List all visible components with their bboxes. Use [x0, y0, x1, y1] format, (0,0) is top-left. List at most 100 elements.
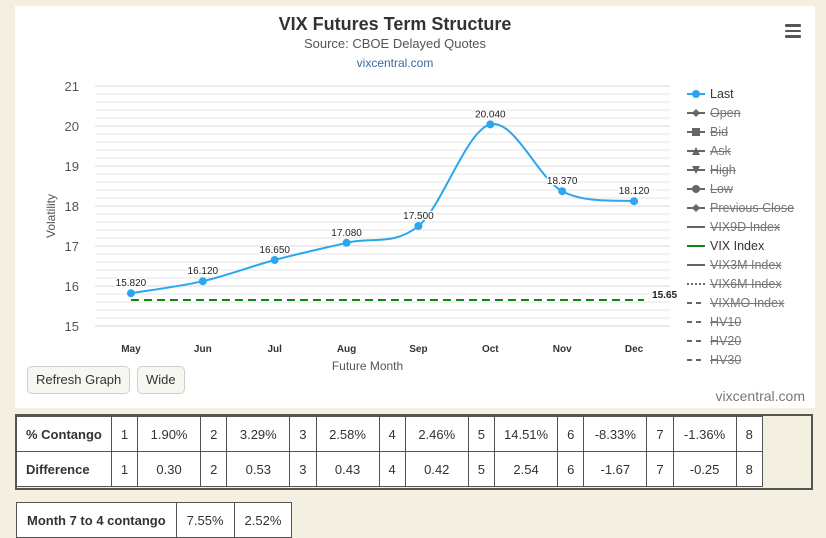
month-contango-table: Month 7 to 4 contango 7.55% 2.52%: [16, 502, 293, 538]
contango-table: % Contango 1 1.90% 2 3.29% 3 2.58% 4 2.46% 5 14.51…: [16, 416, 763, 487]
chart-panel: VIX Futures Term Structure Source: CBOE …: [15, 6, 815, 408]
last-data-point: [414, 222, 423, 230]
x-tick-label: Nov: [553, 344, 572, 355]
legend-item[interactable]: HV20: [687, 331, 815, 350]
legend-label: Open: [710, 105, 741, 120]
legend-item[interactable]: VIX6M Index: [687, 274, 815, 293]
y-tick-label: 17: [65, 239, 79, 254]
x-axis-title: Future Month: [332, 359, 403, 373]
legend-symbol-icon: [687, 358, 705, 361]
last-data-point: [630, 197, 639, 206]
x-tick-label: Dec: [625, 344, 644, 355]
table-cell: 2.46%: [404, 416, 469, 452]
legend-item[interactable]: VIX3M Index: [687, 255, 815, 274]
table-cell: 7.55%: [175, 502, 235, 538]
table-cell: -1.67: [583, 451, 648, 487]
last-data-label: 17.500: [403, 211, 434, 222]
vix-index-label: 15.65: [652, 290, 677, 301]
table-cell: 0.42: [404, 451, 469, 487]
x-tick-label: Jun: [194, 344, 212, 355]
last-data-label: 16.120: [188, 266, 219, 277]
x-tick-label: May: [121, 344, 141, 355]
legend-item[interactable]: VIXMO Index: [687, 293, 815, 312]
refresh-graph-button[interactable]: Refresh Graph: [27, 366, 131, 394]
wide-button[interactable]: Wide: [137, 366, 185, 394]
legend-symbol-icon: [687, 339, 705, 342]
table-cell: 6: [557, 416, 585, 452]
last-data-label: 16.650: [259, 245, 290, 256]
legend-symbol-icon: [687, 320, 705, 323]
legend-item[interactable]: Ask: [687, 141, 815, 160]
table-row: % Contango 1 1.90% 2 3.29% 3 2.58% 4 2.46% 5 14.51…: [16, 416, 763, 452]
y-tick-label: 18: [65, 199, 79, 214]
legend-symbol-icon: [687, 301, 705, 304]
legend-item[interactable]: VIX9D Index: [687, 217, 815, 236]
legend-item[interactable]: Last: [687, 84, 815, 103]
table-cell: 2: [200, 451, 228, 487]
legend-symbol-icon: [687, 146, 705, 155]
table-cell: 1.90%: [137, 416, 202, 452]
last-data-label: 18.370: [547, 176, 578, 187]
legend-symbol-icon: [687, 263, 705, 266]
legend-label: Previous Close: [710, 200, 795, 215]
table-cell: 5: [467, 416, 496, 452]
legend-item[interactable]: Previous Close: [687, 198, 815, 217]
table-cell: 5: [467, 451, 496, 487]
table-cell: 2: [200, 416, 228, 452]
x-tick-label: Aug: [337, 344, 356, 355]
x-tick-label: Oct: [482, 344, 499, 355]
last-data-label: 17.080: [331, 228, 362, 239]
last-data-label: 18.120: [619, 186, 650, 197]
table-cell: 2.54: [493, 451, 559, 487]
legend-label: VIX9D Index: [710, 219, 781, 234]
y-tick-label: 19: [65, 159, 79, 174]
legend-symbol-icon: [687, 127, 705, 136]
last-data-label: 20.040: [475, 109, 506, 120]
x-tick-label: Sep: [409, 344, 427, 355]
legend-symbol-icon: [687, 203, 705, 212]
table-cell: 7: [646, 451, 674, 487]
table-cell: 3.29%: [226, 416, 291, 452]
y-tick-label: 16: [65, 279, 79, 294]
chart-subtitle: Source: CBOE Delayed Quotes: [303, 36, 487, 51]
chart-legend: Last Open Bid Ask High Low Previous Close VIX9D…: [687, 84, 815, 369]
hamburger-menu-icon[interactable]: [785, 24, 801, 38]
last-data-point: [486, 120, 495, 129]
last-data-point: [342, 238, 351, 247]
legend-item[interactable]: Open: [687, 103, 815, 122]
legend-label: Bid: [710, 124, 729, 139]
table-cell: 8: [735, 416, 763, 452]
legend-item[interactable]: VIX Index: [687, 236, 815, 255]
last-data-point: [270, 256, 279, 264]
last-data-point: [126, 289, 135, 298]
y-tick-label: 20: [65, 119, 79, 134]
last-data-label: 15.820: [116, 278, 147, 289]
y-tick-label: 21: [65, 79, 79, 94]
legend-symbol-icon: [687, 244, 705, 247]
legend-label: VIX Index: [710, 238, 765, 253]
chart-credits[interactable]: vixcentral.com: [715, 388, 805, 404]
table-cell: 2.58%: [315, 416, 380, 452]
legend-label: VIX6M Index: [710, 276, 782, 291]
last-series-line: [130, 123, 635, 295]
table-cell: 7: [646, 416, 674, 452]
table-cell: 1: [110, 416, 139, 452]
legend-symbol-icon: [687, 225, 705, 228]
table-cell: 8: [735, 451, 763, 487]
last-data-point: [198, 277, 207, 286]
legend-symbol-icon: [687, 165, 705, 174]
chart-source-link[interactable]: vixcentral.com: [356, 56, 434, 70]
last-data-point: [558, 187, 567, 196]
legend-item[interactable]: Low: [687, 179, 815, 198]
legend-item[interactable]: HV30: [687, 350, 815, 369]
legend-item[interactable]: HV10: [687, 312, 815, 331]
table-row: Month 7 to 4 contango 7.55% 2.52%: [16, 502, 293, 538]
table-cell: 1: [110, 451, 139, 487]
table-cell: 0.53: [226, 451, 291, 487]
legend-item[interactable]: Bid: [687, 122, 815, 141]
legend-item[interactable]: High: [687, 160, 815, 179]
table-row: Difference 1 0.30 2 0.53 3 0.43 4 0.42 5 2.54 6 -1.6…: [16, 451, 763, 487]
legend-label: HV20: [710, 333, 742, 348]
table-cell: 14.51%: [493, 416, 559, 452]
legend-label: Low: [710, 181, 733, 196]
